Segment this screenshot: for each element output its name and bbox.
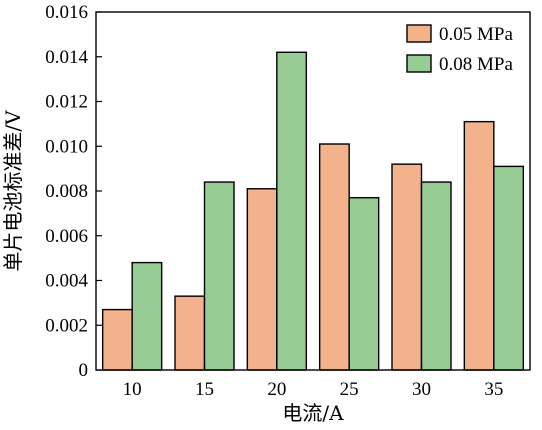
bar-0-05-MPa-35 <box>463 120 495 371</box>
bars-layer <box>101 51 525 371</box>
bar-0-08-MPa-35 <box>493 165 525 371</box>
y-tick-label: 0.004 <box>45 271 88 292</box>
x-tick-label: 25 <box>340 379 359 400</box>
x-tick-label: 20 <box>267 379 286 400</box>
x-tick-label: 30 <box>412 379 431 400</box>
x-tick-label: 15 <box>195 379 214 400</box>
legend: 0.05 MPa 0.08 MPa <box>406 24 513 75</box>
bar-0-08-MPa-25 <box>348 197 380 371</box>
legend-swatch <box>406 24 432 43</box>
x-axis-title: 电流/A <box>282 401 344 425</box>
axes-layer <box>95 11 531 371</box>
x-tick-label: 35 <box>484 379 503 400</box>
bar-0-08-MPa-10 <box>131 261 163 371</box>
y-tick-label: 0.010 <box>45 136 88 157</box>
bar-0-05-MPa-10 <box>101 308 133 371</box>
x-tick-label: 10 <box>123 379 142 400</box>
legend-swatch <box>406 54 432 73</box>
y-tick-label: 0.016 <box>45 2 88 23</box>
bar-0-08-MPa-20 <box>276 51 308 371</box>
bar-0-05-MPa-15 <box>174 295 206 371</box>
legend-label: 0.08 MPa <box>439 54 513 75</box>
y-tick-label: 0.006 <box>45 226 88 247</box>
y-axis-title: 单片电池标准差/V <box>1 110 25 272</box>
y-tick-label: 0.008 <box>45 181 88 202</box>
bar-0-05-MPa-20 <box>246 188 278 371</box>
legend-label: 0.05 MPa <box>439 24 513 45</box>
y-tick-label: 0.012 <box>45 92 88 113</box>
y-tick-label: 0.014 <box>45 47 88 68</box>
bar-0-08-MPa-30 <box>420 181 452 371</box>
labels-layer: 0 0.002 0.004 0.006 0.008 0.010 0.012 0.014 0.01… <box>1 2 503 425</box>
bar-0-08-MPa-15 <box>203 181 235 371</box>
y-tick-label: 0 <box>79 360 89 381</box>
y-tick-label: 0.002 <box>45 315 88 336</box>
bar-0-05-MPa-25 <box>318 143 350 371</box>
bar-0-05-MPa-30 <box>391 163 423 371</box>
